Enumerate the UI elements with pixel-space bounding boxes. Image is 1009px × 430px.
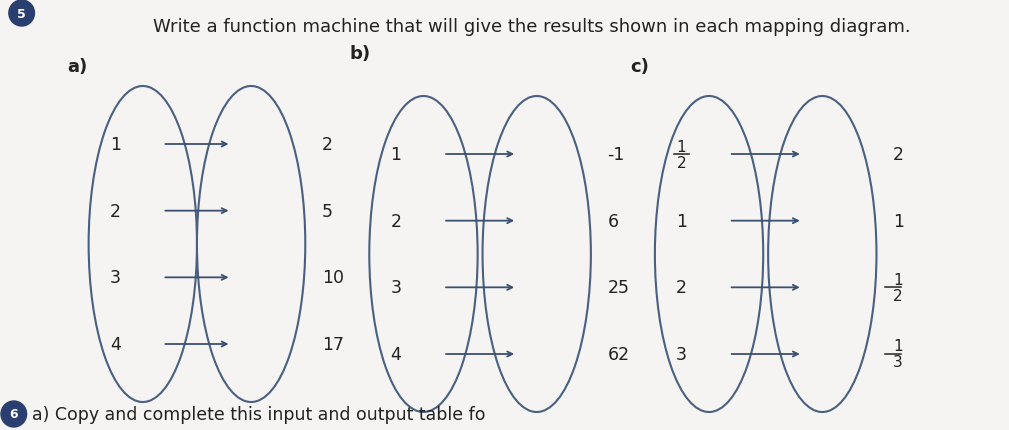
Text: 1: 1 (677, 139, 686, 154)
Text: 1: 1 (390, 146, 402, 164)
Text: 2: 2 (893, 288, 903, 303)
Circle shape (1, 401, 26, 427)
Text: Write a function machine that will give the results shown in each mapping diagra: Write a function machine that will give … (153, 18, 910, 36)
Text: c): c) (631, 58, 649, 76)
Text: 17: 17 (322, 335, 344, 353)
Text: 2: 2 (110, 202, 121, 220)
Text: 6: 6 (607, 212, 619, 230)
Text: 62: 62 (607, 345, 630, 363)
Text: 1: 1 (676, 212, 687, 230)
Text: 1: 1 (893, 272, 903, 287)
Text: 1: 1 (110, 136, 121, 154)
Text: 1: 1 (893, 212, 904, 230)
Text: 5: 5 (17, 7, 26, 21)
Text: 5: 5 (322, 202, 333, 220)
Text: 4: 4 (110, 335, 121, 353)
Text: 2: 2 (677, 155, 686, 170)
Text: 6: 6 (9, 408, 18, 421)
Text: 3: 3 (893, 355, 903, 370)
Text: a): a) (67, 58, 87, 76)
Text: 2: 2 (893, 146, 904, 164)
Text: 4: 4 (390, 345, 402, 363)
Text: 2: 2 (322, 136, 333, 154)
Circle shape (9, 1, 34, 27)
Text: -1: -1 (607, 146, 625, 164)
Text: 10: 10 (322, 269, 344, 287)
Text: 3: 3 (676, 345, 687, 363)
Text: 2: 2 (390, 212, 402, 230)
Text: 3: 3 (390, 279, 402, 297)
Text: 2: 2 (676, 279, 687, 297)
Text: 1: 1 (893, 339, 903, 354)
Text: b): b) (349, 45, 370, 63)
Text: 25: 25 (607, 279, 630, 297)
Text: 3: 3 (110, 269, 121, 287)
Text: a) Copy and complete this input and output table fo: a) Copy and complete this input and outp… (31, 405, 485, 423)
